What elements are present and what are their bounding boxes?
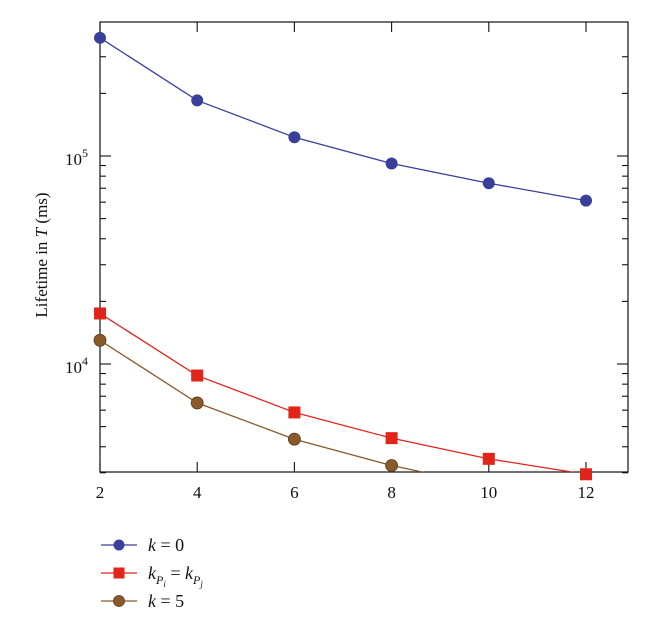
- legend-label-k0: k = 0: [148, 535, 184, 555]
- x-tick-label: 8: [387, 483, 396, 502]
- x-tick-label: 12: [578, 483, 595, 502]
- data-point-1-4: [482, 452, 495, 465]
- ticks: 2 4 6 8 10 12 105 104: [65, 22, 628, 502]
- data-point-0-2: [288, 131, 301, 144]
- legend-label-k5: k = 5: [148, 591, 184, 611]
- y-tick-label: 104: [65, 354, 88, 377]
- series-line-2: [100, 339, 426, 472]
- data-point-2-3: [385, 459, 399, 472]
- legend-label-kp: kPi = kPj: [148, 563, 203, 589]
- data-point-2-2: [287, 432, 301, 446]
- series: [93, 31, 592, 481]
- data-point-1-5: [580, 468, 592, 481]
- y-axis-label: Lifetime in T (ms): [32, 192, 51, 317]
- data-point-0-5: [580, 194, 592, 207]
- data-point-0-1: [191, 94, 204, 107]
- plot-frame: [99, 21, 629, 473]
- legend-marker-k5: [113, 595, 125, 607]
- x-tick-label: 6: [290, 483, 299, 502]
- x-tick-label: 4: [193, 483, 202, 502]
- x-tick-label: 10: [480, 483, 497, 502]
- data-point-1-3: [385, 432, 398, 445]
- legend-marker-kp: [113, 567, 125, 579]
- data-point-2-0: [93, 333, 107, 347]
- data-point-0-0: [94, 31, 106, 44]
- x-tick-label: 2: [96, 483, 105, 502]
- series-line-1: [100, 312, 576, 472]
- data-point-0-4: [482, 177, 495, 190]
- axes: [99, 21, 629, 473]
- legend-item-k5: k = 5: [101, 591, 184, 611]
- data-point-1-2: [288, 406, 301, 419]
- data-point-2-1: [190, 396, 204, 410]
- data-point-1-1: [191, 369, 204, 382]
- data-point-1-0: [94, 307, 106, 320]
- data-point-0-3: [385, 157, 398, 170]
- legend-item-k0: k = 0: [101, 535, 184, 555]
- y-tick-label: 105: [65, 146, 88, 169]
- legend-item-kp: kPi = kPj: [101, 563, 203, 589]
- legend: k = 0 kPi = kPj k = 5: [101, 535, 203, 611]
- legend-marker-k0: [113, 539, 125, 551]
- series-line-0: [100, 37, 587, 202]
